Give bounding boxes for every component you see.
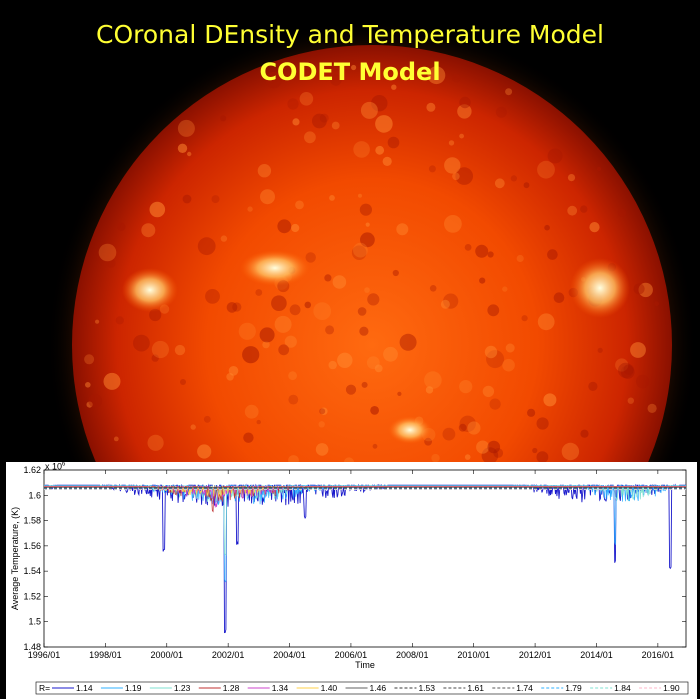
legend-label: 1.14: [76, 683, 93, 693]
y-tick-label: 1.54: [23, 566, 41, 576]
x-tick-label: 1996/01: [28, 650, 61, 660]
legend-item: 1.23: [149, 683, 191, 693]
legend-label: 1.90: [663, 683, 680, 693]
legend-item: 1.40: [296, 683, 338, 693]
y-tick-label: 1.62: [23, 465, 41, 475]
axes-frame: [43, 469, 687, 648]
y-axis-multiplier: x 106: [45, 462, 66, 472]
legend-item: 1.34: [247, 683, 289, 693]
legend-label: 1.53: [418, 683, 435, 693]
x-tick-label: 2002/01: [212, 650, 245, 660]
series-line: [44, 483, 686, 634]
legend-label: 1.34: [272, 683, 289, 693]
active-region: [388, 416, 432, 444]
y-tick-label: 1.5: [28, 617, 41, 627]
legend-item: 1.79: [541, 683, 582, 693]
y-tick-label: 1.52: [23, 591, 41, 601]
legend-item: 1.61: [443, 683, 484, 693]
legend-label: 1.79: [565, 683, 582, 693]
y-tick-label: 1.58: [23, 516, 41, 526]
x-tick-label: 2000/01: [150, 650, 183, 660]
x-tick-label: 2008/01: [396, 650, 429, 660]
x-tick-label: 2014/01: [580, 650, 613, 660]
active-region: [570, 258, 630, 318]
legend-label: 1.61: [467, 683, 484, 693]
active-region: [240, 250, 310, 286]
legend-prefix: R=: [39, 683, 50, 693]
x-tick-label: 2004/01: [273, 650, 306, 660]
page-title: COronal DEnsity and Temperature Model: [96, 20, 604, 49]
series-line: [44, 484, 686, 556]
legend-item: 1.90: [639, 683, 680, 693]
x-tick-label: 2010/01: [457, 650, 490, 660]
legend-label: 1.46: [370, 683, 387, 693]
legend-label: 1.74: [516, 683, 533, 693]
legend-label: 1.28: [223, 683, 240, 693]
x-tick-label: 2012/01: [519, 650, 552, 660]
legend-item: 1.28: [198, 683, 240, 693]
legend-item: 1.84: [590, 683, 631, 693]
y-tick-label: 1.48: [23, 642, 41, 652]
y-tick-label: 1.56: [23, 541, 41, 551]
y-axis-label: Average Temperature, (K): [10, 507, 20, 610]
legend-label: 1.40: [321, 683, 338, 693]
x-tick-label: 1998/01: [89, 650, 122, 660]
series-1.23: [44, 484, 686, 556]
legend-item: 1.14: [52, 683, 93, 693]
legend-label: 1.19: [125, 683, 142, 693]
legend-item: 1.74: [492, 683, 533, 693]
legend-item: 1.53: [394, 683, 435, 693]
legend-label: 1.23: [174, 683, 191, 693]
chart-svg: 1.48 1.5 1.52 1.54 1.56 1.58 1.6 1.62 1996/01 199…: [6, 462, 697, 699]
series-line: [44, 485, 686, 508]
page-subtitle: CODET Model: [259, 58, 441, 86]
legend-item: 1.46: [345, 683, 387, 693]
y-tick-label: 1.6: [28, 490, 41, 500]
legend-label: 1.84: [614, 683, 631, 693]
legend-item: 1.19: [100, 683, 142, 693]
series-1.14: [44, 483, 686, 634]
series-1.34: [44, 485, 686, 508]
active-region: [122, 268, 178, 312]
temperature-chart: 1.48 1.5 1.52 1.54 1.56 1.58 1.6 1.62 1996/01 199…: [6, 462, 697, 699]
x-axis-label: Time: [355, 660, 375, 670]
x-tick-label: 2016/01: [642, 650, 675, 660]
x-tick-label: 2006/01: [335, 650, 368, 660]
